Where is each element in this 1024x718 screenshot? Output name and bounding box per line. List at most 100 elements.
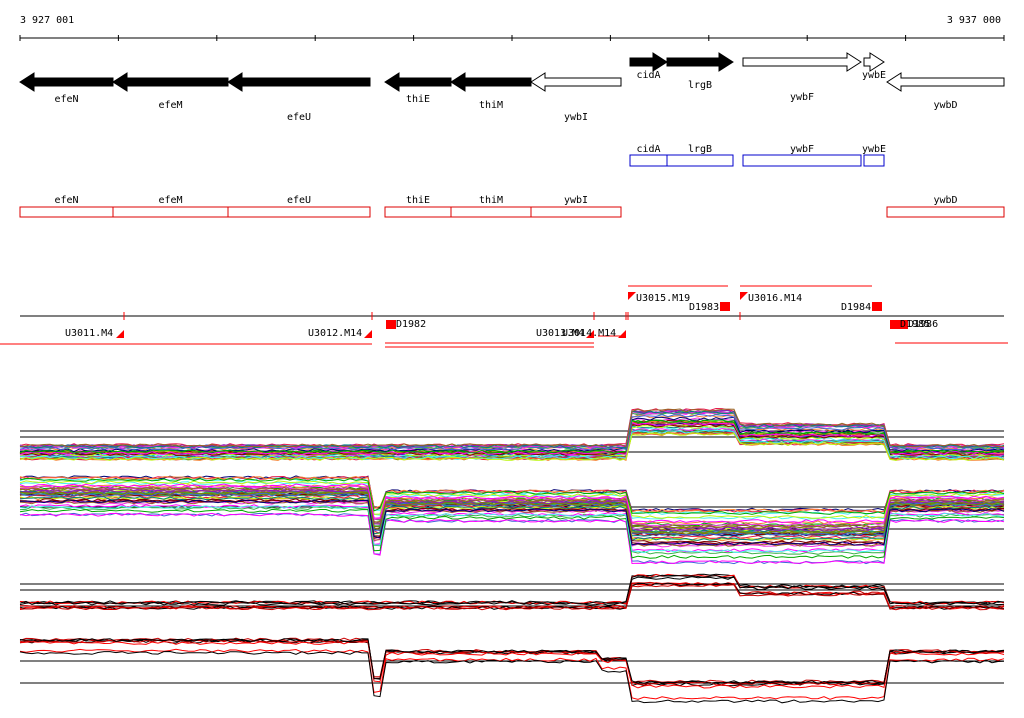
blue-label-cidA: cidA	[636, 144, 660, 155]
expression-trace	[19, 583, 1005, 611]
expression-trace	[19, 648, 1005, 700]
gene-label-ywbD: ywbD	[933, 100, 957, 111]
gene-arrow-ywbI	[530, 72, 622, 92]
expression-trace	[20, 416, 1005, 453]
gene-arrow-ywbE	[863, 52, 885, 72]
segment-end-marker	[364, 330, 372, 338]
expression-trace	[19, 484, 1005, 525]
expression-trace	[19, 638, 1005, 685]
regulatory-label-u3012-m14: U3012.M14	[308, 328, 362, 339]
blue-box-cidA	[629, 154, 668, 167]
gene-label-thiM: thiM	[479, 100, 503, 111]
coordinate-ruler: 3 927 001 3 937 000	[19, 15, 1005, 41]
site-marker	[898, 320, 908, 329]
gene-arrow-ywbD	[886, 72, 1005, 92]
gene-track: efeN efeM efeU thiE thiM ywbI cidA lrgB ywbF ywbE…	[19, 52, 1005, 123]
regulatory-label-d1983: D1983	[689, 302, 719, 313]
blue-label-ywbF: ywbF	[790, 144, 814, 155]
red-box-thiE	[384, 206, 452, 218]
red-label-efeM: efeM	[158, 195, 182, 206]
expression-trace	[19, 419, 1005, 454]
blue-label-lrgB: lrgB	[688, 144, 712, 155]
red-label-thiE: thiE	[406, 195, 430, 206]
segment-start-marker	[628, 292, 636, 300]
blue-box-ywbF	[742, 154, 862, 167]
gene-label-efeM: efeM	[158, 100, 182, 111]
expression-trace	[19, 573, 1005, 605]
expression-trace	[19, 477, 1005, 515]
red-annotation-track: efeN efeM efeU thiE thiM ywbI ywbD	[19, 195, 1005, 218]
site-marker	[890, 320, 900, 329]
regulatory-label-u3013-m4: U3013.M4	[536, 328, 584, 339]
expression-trace	[19, 650, 1005, 704]
gene-label-ywbE: ywbE	[862, 70, 886, 81]
expression-trace	[19, 573, 1005, 605]
summary-plot-minus-strand	[19, 637, 1005, 704]
expression-trace	[19, 432, 1005, 461]
expression-trace	[19, 423, 1005, 456]
gene-arrow-ywbF	[742, 52, 862, 72]
red-label-thiM: thiM	[479, 195, 503, 206]
regulatory-label-d1985: D1985	[900, 319, 930, 330]
expression-trace	[19, 424, 1005, 457]
expression-trace	[19, 508, 1005, 559]
red-label-ywbD: ywbD	[933, 195, 957, 206]
blue-annotation-track: cidA lrgB ywbF ywbE	[629, 144, 886, 167]
gene-arrow-thiM	[450, 72, 532, 92]
red-label-ywbI: ywbI	[564, 195, 588, 206]
red-label-efeN: efeN	[54, 195, 78, 206]
red-box-efeN	[19, 206, 114, 218]
gene-label-thiE: thiE	[406, 94, 430, 105]
expression-trace	[19, 638, 1005, 685]
expression-plot-plus-strand	[19, 407, 1005, 461]
expression-trace	[19, 413, 1005, 451]
end-coordinate: 3 937 000	[947, 15, 1001, 26]
segment-end-marker	[586, 330, 594, 338]
regulatory-label-u3016-m14: U3016.M14	[748, 293, 802, 304]
red-box-efeM	[112, 206, 229, 218]
regulatory-label-d1982: D1982	[396, 319, 426, 330]
gene-label-cidA: cidA	[636, 70, 660, 81]
expression-trace	[19, 512, 1005, 565]
gene-label-efeN: efeN	[54, 94, 78, 105]
blue-label-ywbE: ywbE	[862, 144, 886, 155]
expression-trace	[19, 492, 1005, 536]
expression-trace	[19, 574, 1005, 605]
blue-box-lrgB	[666, 154, 734, 167]
gene-arrow-thiE	[384, 72, 452, 92]
regulatory-label-u3011-m4: U3011.M4	[65, 328, 113, 339]
red-box-ywbI	[530, 206, 622, 218]
blue-box-ywbE	[863, 154, 885, 167]
expression-trace	[19, 429, 1005, 460]
expression-trace	[19, 489, 1005, 532]
site-marker	[872, 302, 882, 311]
gene-arrow-efeU	[227, 72, 371, 92]
expression-trace	[19, 408, 1005, 448]
regulatory-label-u3015-m19: U3015.M19	[636, 293, 690, 304]
gene-label-efeU: efeU	[287, 112, 311, 123]
expression-trace	[19, 641, 1005, 689]
expression-trace	[19, 480, 1005, 519]
expression-trace	[19, 505, 1005, 554]
expression-trace	[19, 483, 1005, 524]
expression-trace	[19, 475, 1005, 513]
expression-trace	[19, 499, 1005, 546]
red-box-ywbD	[886, 206, 1005, 218]
expression-trace	[19, 491, 1005, 535]
regulatory-label-u3014-m14: U3014.M14	[562, 328, 616, 339]
gene-label-ywbI: ywbI	[564, 112, 588, 123]
regulatory-label-d1986: D1986	[908, 319, 938, 330]
expression-trace	[19, 410, 1005, 449]
ruler-ticks	[19, 35, 1005, 41]
regulatory-label-d1984: D1984	[841, 302, 871, 313]
expression-trace	[19, 421, 1005, 456]
gene-arrow-efeM	[112, 72, 229, 92]
segment-end-marker	[618, 330, 626, 338]
gene-label-ywbF: ywbF	[790, 92, 814, 103]
summary-plot-plus-strand	[19, 573, 1005, 611]
expression-trace	[19, 506, 1005, 555]
site-marker	[386, 320, 396, 329]
start-coordinate: 3 927 001	[20, 15, 74, 26]
